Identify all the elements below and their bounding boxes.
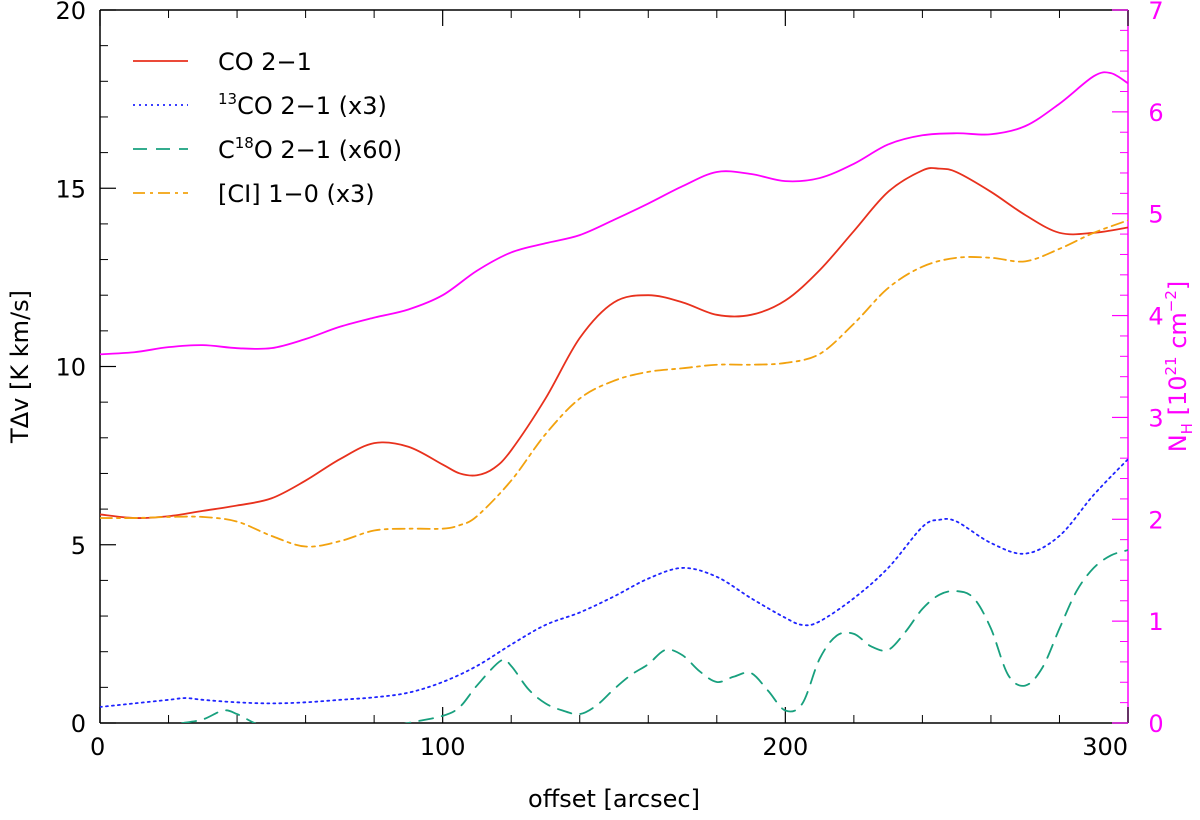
series-line-nh bbox=[100, 71, 1128, 356]
y-right-tick-label: 2 bbox=[1148, 506, 1163, 534]
y-right-tick-label: 5 bbox=[1148, 201, 1163, 229]
y-left-axis-title: TΔv [K km/s] bbox=[6, 290, 34, 444]
x-tick-label: 200 bbox=[762, 733, 808, 761]
series-line-c18o21 bbox=[403, 549, 1128, 723]
x-axis-title: offset [arcsec] bbox=[528, 785, 700, 813]
y-left-tick-label: 20 bbox=[55, 0, 86, 25]
x-tick-label: 300 bbox=[1082, 733, 1128, 761]
legend-label-c18o21: C18O 2−1 (x60) bbox=[218, 134, 402, 164]
series-line-ci10 bbox=[100, 219, 1128, 548]
legend-label-co21: CO 2−1 bbox=[218, 48, 312, 76]
series-group bbox=[100, 71, 1128, 723]
x-tick-label: 0 bbox=[90, 733, 105, 761]
plot-area bbox=[100, 71, 1128, 723]
y-right-tick-label: 1 bbox=[1148, 608, 1163, 636]
y-right-tick-label: 4 bbox=[1148, 303, 1163, 331]
y-right-tick-label: 7 bbox=[1148, 0, 1163, 25]
y-left-tick-label: 0 bbox=[71, 710, 86, 738]
y-left-tick-label: 10 bbox=[55, 354, 86, 382]
y-left-tick-label: 5 bbox=[71, 532, 86, 560]
y-right-tick-label: 0 bbox=[1148, 710, 1163, 738]
y-left-tick-label: 15 bbox=[55, 175, 86, 203]
legend-label-ci10: [CI] 1−0 (x3) bbox=[218, 180, 375, 208]
series-line-c18o21 bbox=[181, 709, 257, 723]
y-right-tick-label: 3 bbox=[1148, 404, 1163, 432]
y-right-axis-title: NH [1021 cm−2] bbox=[1162, 281, 1196, 453]
series-line-c13o21 bbox=[100, 458, 1128, 708]
y-right-tick-label: 6 bbox=[1148, 99, 1163, 127]
legend-label-c13o21: 13CO 2−1 (x3) bbox=[218, 90, 387, 120]
series-line-co21 bbox=[100, 167, 1128, 519]
legend: CO 2−1 13CO 2−1 (x3) C18O 2−1 (x60) [CI] 1−… bbox=[133, 48, 402, 208]
x-tick-label: 100 bbox=[420, 733, 466, 761]
